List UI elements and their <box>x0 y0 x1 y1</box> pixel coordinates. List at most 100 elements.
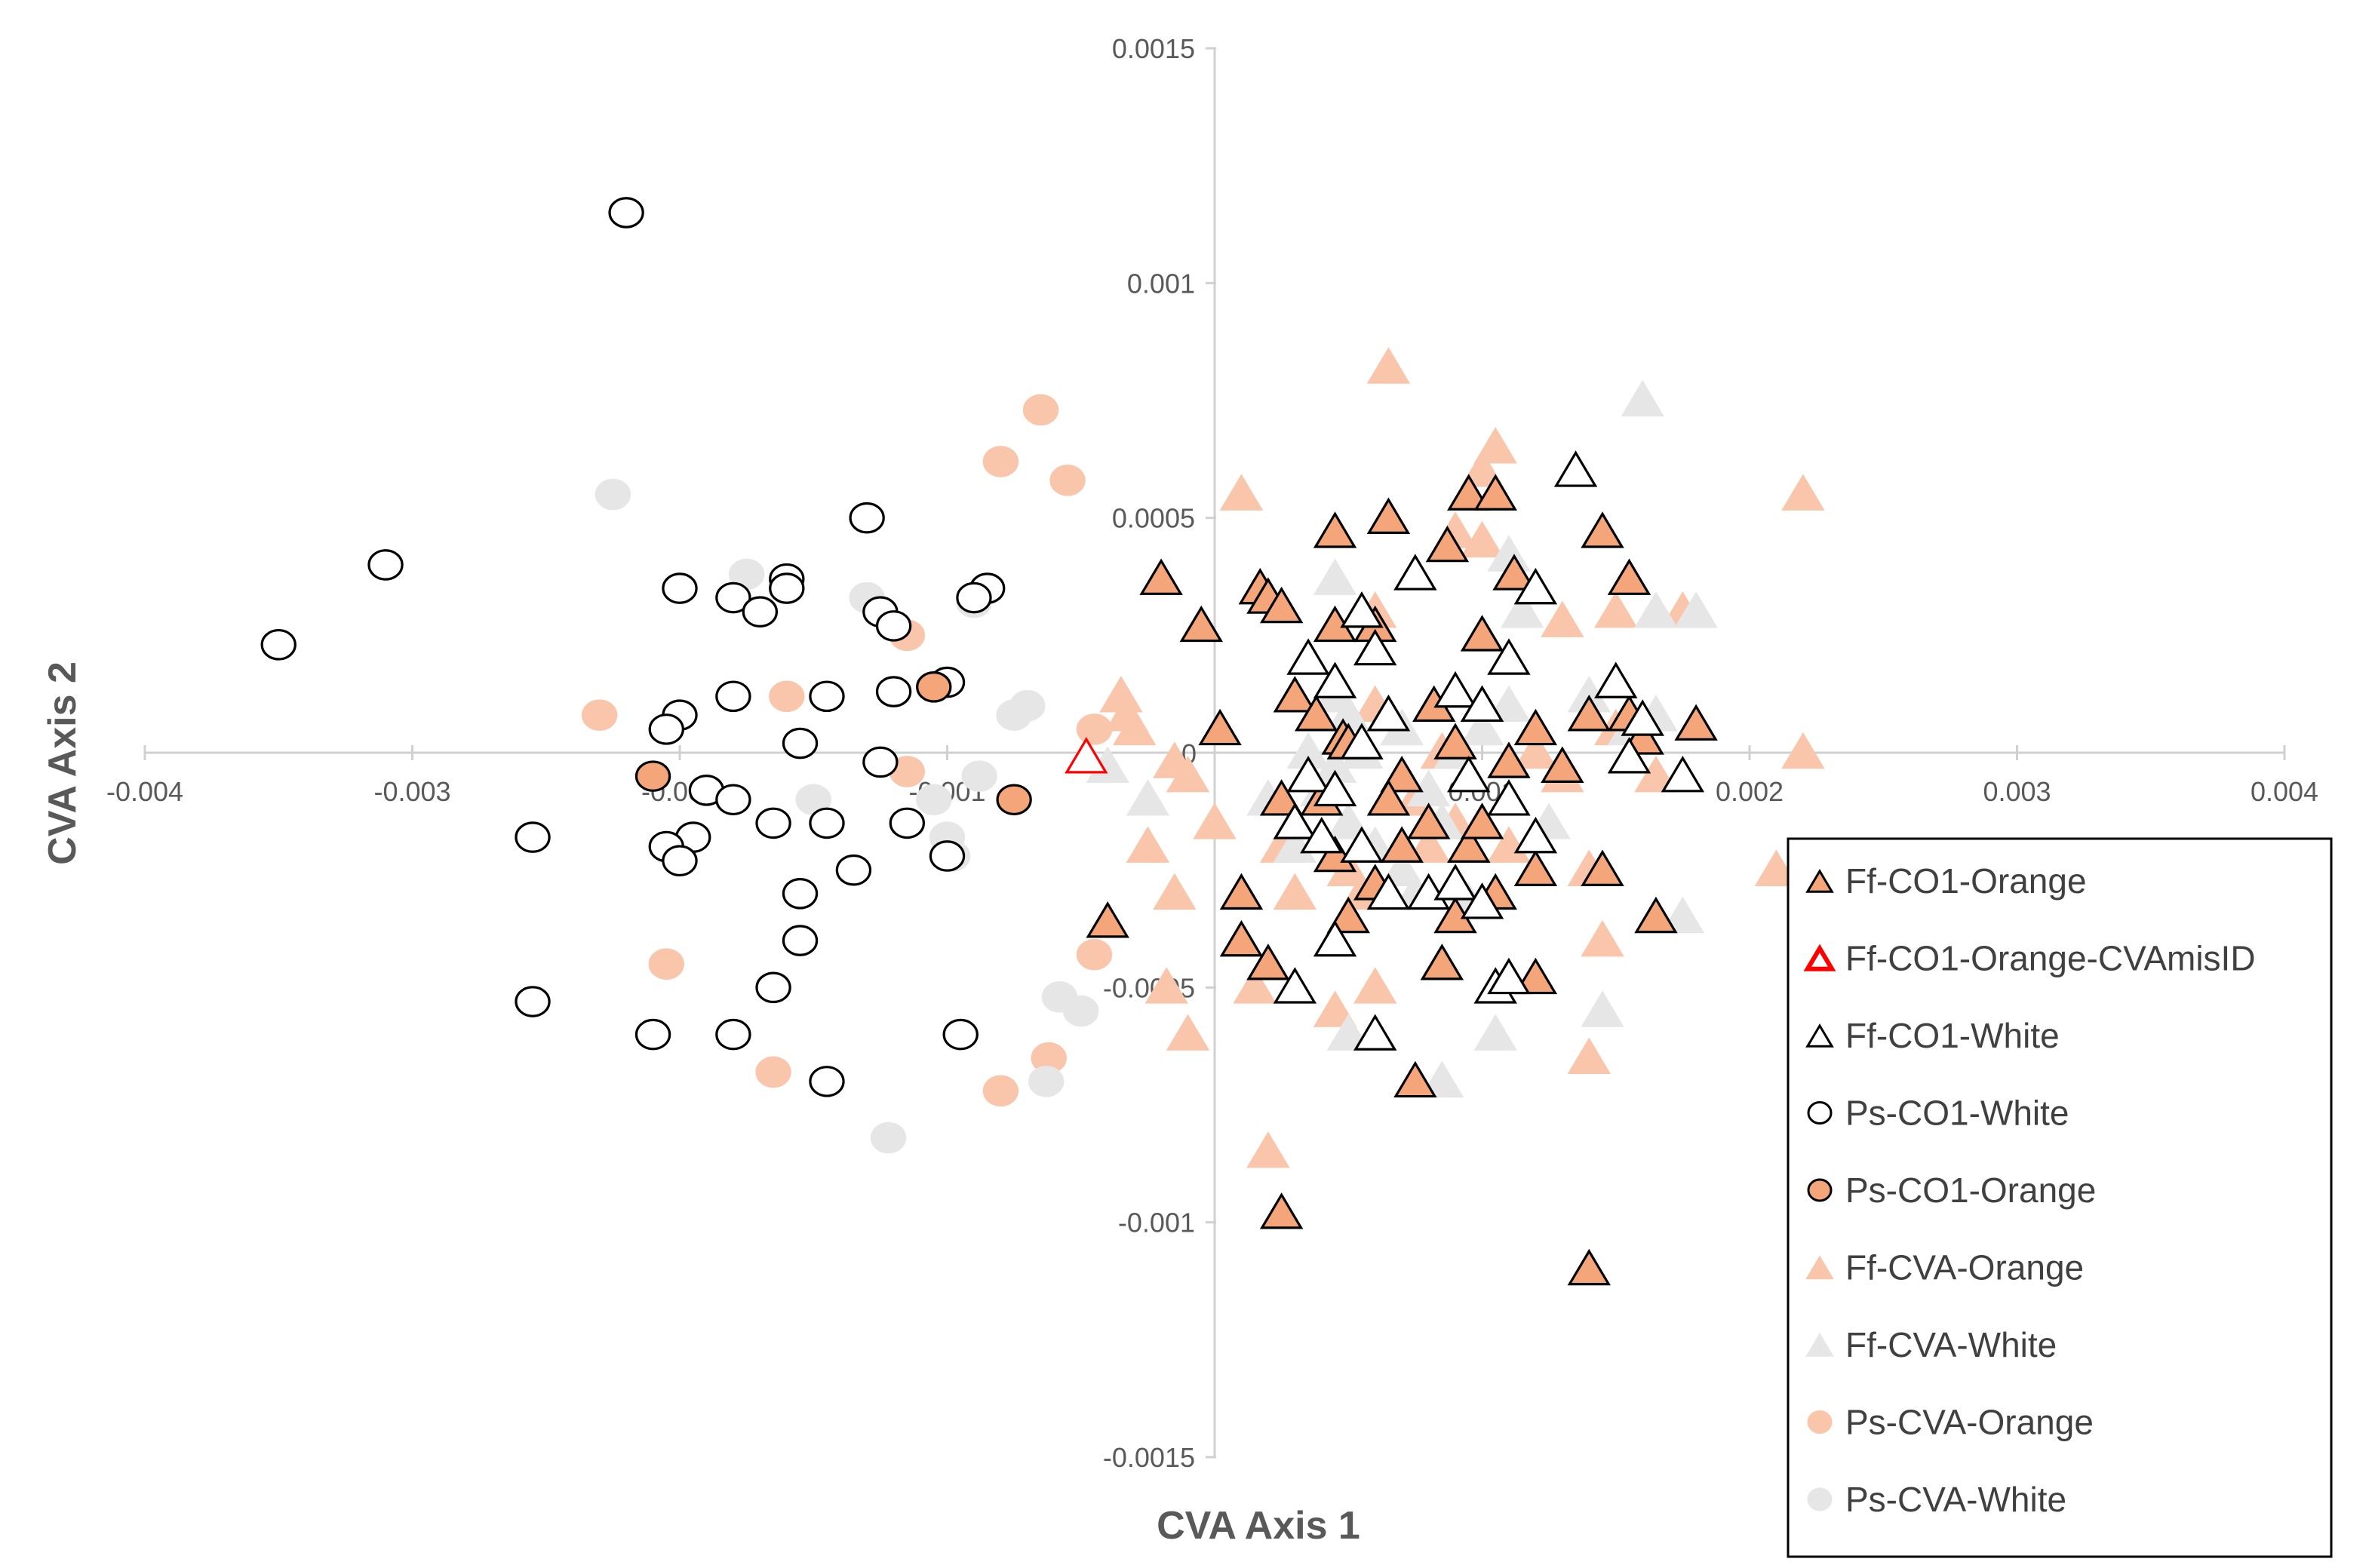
data-point <box>662 572 698 604</box>
data-point <box>1380 826 1424 863</box>
data-point <box>1286 638 1330 675</box>
data-point <box>782 925 819 956</box>
data-point <box>1259 1192 1304 1229</box>
legend-marker <box>1805 1023 1834 1048</box>
legend-label: Ps-CVA-White <box>1845 1480 2066 1519</box>
data-point <box>1273 676 1317 713</box>
data-point <box>1621 699 1664 736</box>
data-point <box>916 784 952 816</box>
x-axis-title: CVA Axis 1 <box>1157 1504 1360 1548</box>
data-point <box>260 628 296 661</box>
data-point <box>1567 695 1611 732</box>
data-point <box>1406 802 1451 839</box>
data-point <box>1781 732 1825 769</box>
y-tick-label: -0.001 <box>1118 1207 1195 1238</box>
y-axis-title: CVA Axis 2 <box>41 661 84 865</box>
data-point <box>1513 732 1558 769</box>
data-point <box>1340 723 1384 759</box>
data-point <box>862 746 899 778</box>
data-point <box>1065 737 1108 774</box>
data-point <box>634 760 671 792</box>
data-point <box>1313 661 1357 698</box>
data-point <box>875 676 912 707</box>
data-point <box>1581 919 1624 957</box>
data-point <box>1259 779 1304 816</box>
data-point <box>1487 957 1531 995</box>
data-point <box>1273 802 1317 839</box>
x-tick-label: -0.003 <box>373 776 450 807</box>
data-point <box>1460 708 1504 746</box>
legend-marker <box>1805 1333 1834 1357</box>
data-point <box>1049 465 1086 496</box>
data-point <box>1219 919 1264 957</box>
data-point <box>1259 586 1304 624</box>
data-point <box>849 502 885 534</box>
data-point <box>982 446 1019 477</box>
data-point <box>1581 511 1624 548</box>
data-point <box>1313 769 1357 807</box>
data-point <box>835 854 872 886</box>
data-point <box>1366 497 1411 534</box>
data-point <box>1661 755 1705 793</box>
data-point <box>1286 755 1330 793</box>
data-point <box>1607 737 1651 774</box>
legend-marker <box>1807 1178 1833 1202</box>
data-point <box>1076 938 1113 971</box>
legend-marker <box>1805 1255 1834 1280</box>
data-point <box>1326 1014 1370 1051</box>
legend-marker <box>1807 1410 1833 1434</box>
y-tick-label: 0.0005 <box>1112 503 1195 534</box>
data-point <box>755 971 791 1004</box>
data-point <box>1513 708 1558 746</box>
data-point <box>715 1018 751 1051</box>
data-point <box>1313 919 1357 957</box>
data-point <box>715 581 751 614</box>
data-point <box>1581 849 1624 886</box>
data-point <box>1460 802 1504 839</box>
data-point <box>1433 864 1477 901</box>
series-ff-co1-orange-cvamisid <box>1065 737 1108 774</box>
legend: Ff-CO1-Orange Ff-CO1-Orange-CVAmisID Ff-CO… <box>1787 837 2333 1558</box>
data-point <box>1634 755 1678 793</box>
data-point <box>1086 901 1129 938</box>
data-point <box>1425 525 1470 563</box>
data-point <box>1028 1066 1065 1097</box>
data-point <box>1754 849 1799 886</box>
data-point <box>742 596 779 628</box>
data-point <box>1473 427 1517 464</box>
data-point <box>929 840 966 872</box>
legend-label: Ps-CO1-Orange <box>1845 1171 2096 1210</box>
data-point <box>1420 1060 1464 1098</box>
data-point <box>515 986 551 1017</box>
data-point <box>1366 873 1411 910</box>
data-point <box>1246 1131 1290 1168</box>
data-point <box>1500 591 1544 628</box>
data-point <box>782 878 819 910</box>
data-points <box>260 197 1825 1286</box>
data-point <box>1487 685 1531 723</box>
data-point <box>870 1122 907 1154</box>
data-point <box>1447 755 1491 793</box>
data-point <box>1634 896 1678 934</box>
data-point <box>1246 944 1290 980</box>
data-point <box>1513 816 1558 854</box>
data-point <box>1366 347 1411 384</box>
data-point <box>1420 944 1464 980</box>
legend-marker <box>1805 869 1834 893</box>
data-point <box>889 807 926 839</box>
y-tick-label: 0.001 <box>1127 268 1195 299</box>
data-point <box>1661 896 1705 934</box>
legend-label: Ff-CO1-Orange <box>1845 861 2087 901</box>
data-point <box>1513 567 1558 605</box>
data-point <box>1567 1037 1611 1075</box>
legend-label: Ff-CVA-White <box>1845 1325 2057 1364</box>
data-point <box>1340 591 1384 628</box>
data-point <box>715 784 751 816</box>
x-tick-label: 0.004 <box>2251 776 2318 807</box>
data-point <box>1460 615 1504 652</box>
series-ps-co1-orange <box>634 671 1032 816</box>
data-point <box>367 549 404 581</box>
data-point <box>809 1066 845 1097</box>
data-point <box>956 581 992 614</box>
data-point <box>1447 474 1491 511</box>
